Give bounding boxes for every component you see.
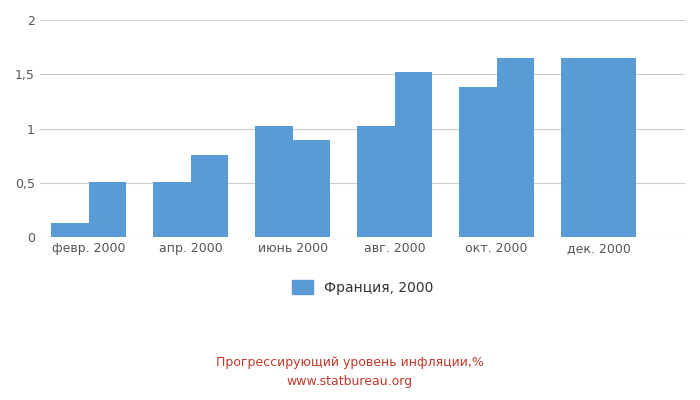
Bar (598, 58, 636, 237)
Bar (255, 126, 293, 237)
Bar (459, 87, 496, 237)
Bar (395, 72, 432, 237)
Text: Прогрессирующий уровень инфляции,%
www.statbureau.org: Прогрессирующий уровень инфляции,% www.s… (216, 356, 484, 388)
Bar (357, 126, 395, 237)
Bar (51, 223, 89, 237)
Bar (89, 182, 126, 237)
Bar (561, 58, 598, 237)
Bar (190, 154, 228, 237)
Bar (153, 182, 190, 237)
Bar (293, 140, 330, 237)
Legend: Франция, 2000: Франция, 2000 (286, 274, 439, 300)
Bar (496, 58, 534, 237)
